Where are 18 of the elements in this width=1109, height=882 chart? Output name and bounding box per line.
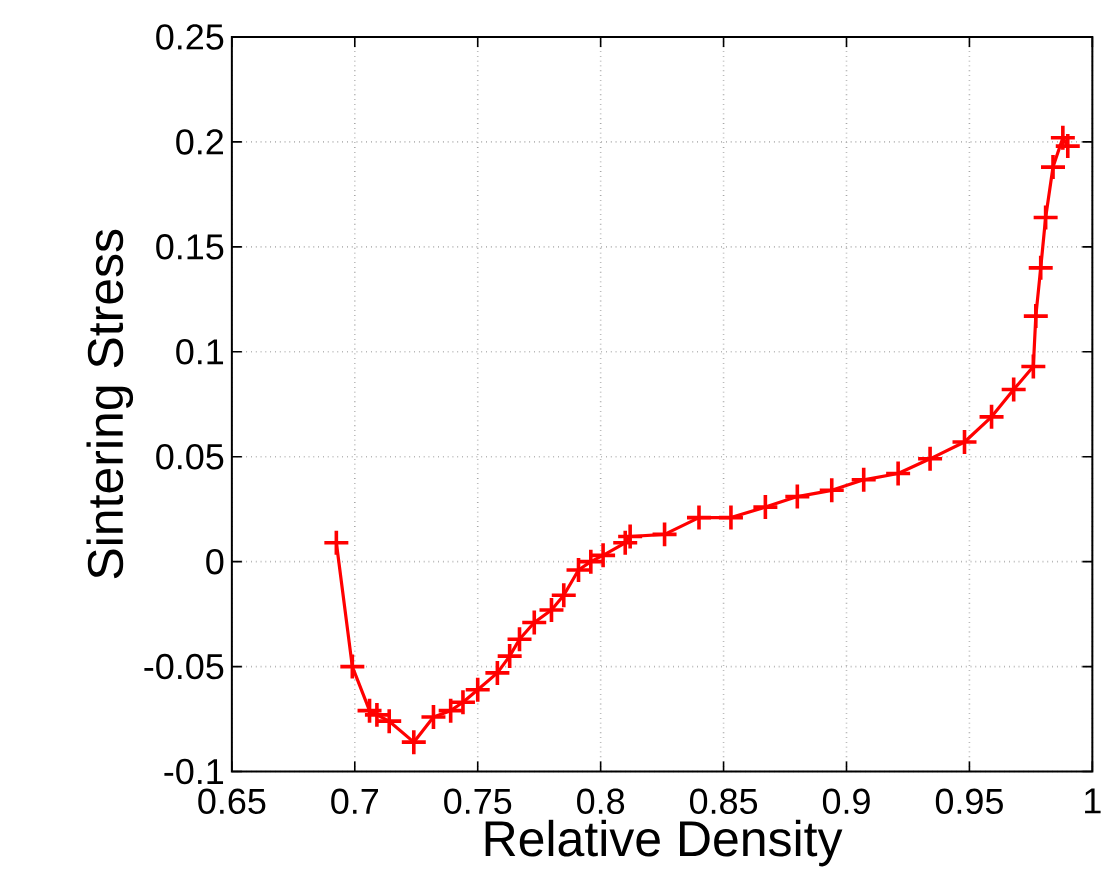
y-tick-label: 0.1: [176, 338, 224, 365]
y-tick-label: -0.1: [164, 758, 224, 785]
x-tick-label: 0.75: [444, 788, 512, 814]
y-tick-label: 0.25: [156, 23, 224, 50]
x-axis-title: Relative Density: [485, 819, 843, 867]
y-tick-label: 0.15: [156, 233, 224, 260]
y-tick-label: 0.05: [156, 443, 224, 470]
y-axis-title: Sintering Stress: [86, 229, 134, 579]
x-tick-label: 0.95: [935, 788, 1003, 814]
x-tick-label: 0.85: [689, 788, 758, 814]
x-tick-label: 0.65: [198, 788, 266, 814]
y-tick-label: 0: [206, 548, 224, 575]
y-tick-label: 0.2: [176, 128, 223, 155]
y-tick-label: -0.05: [144, 653, 224, 680]
x-tick-label: 0.8: [577, 788, 625, 814]
x-tick-label: 0.7: [331, 788, 378, 814]
x-tick-label: 0.9: [822, 788, 870, 814]
x-tick-label: 1: [1085, 788, 1101, 814]
